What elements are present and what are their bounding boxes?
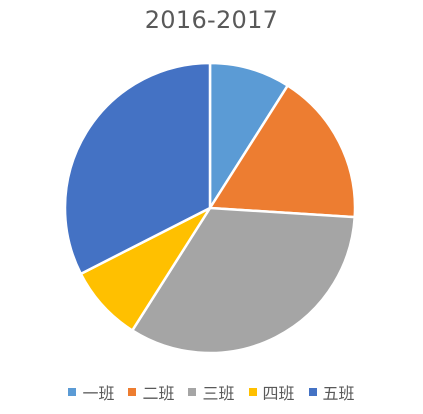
pie-slice-5[interactable] [63,61,212,276]
legend-label-4: 四班 [262,384,295,403]
legend-item-4[interactable]: 四班 [248,380,295,404]
legend-label-1: 一班 [82,384,115,403]
legend-item-3[interactable]: 三班 [188,380,235,404]
pie-slice-2[interactable] [208,84,357,219]
legend-swatch-4 [248,388,257,396]
legend-swatch-5 [308,388,317,396]
chart-title: 2016-2017 [144,6,279,34]
legend-label-3: 三班 [202,384,235,403]
legend-item-5[interactable]: 五班 [308,380,355,404]
legend: 一班 二班 三班 四班 五班 [0,380,423,404]
legend-item-2[interactable]: 二班 [128,380,174,404]
legend-label-5: 五班 [322,384,355,403]
legend-swatch-1 [68,388,77,396]
legend-swatch-2 [128,388,137,396]
legend-swatch-3 [188,388,197,396]
legend-label-2: 二班 [142,384,175,403]
legend-item-1[interactable]: 一班 [68,380,114,404]
pie-slice-1[interactable] [208,61,289,210]
